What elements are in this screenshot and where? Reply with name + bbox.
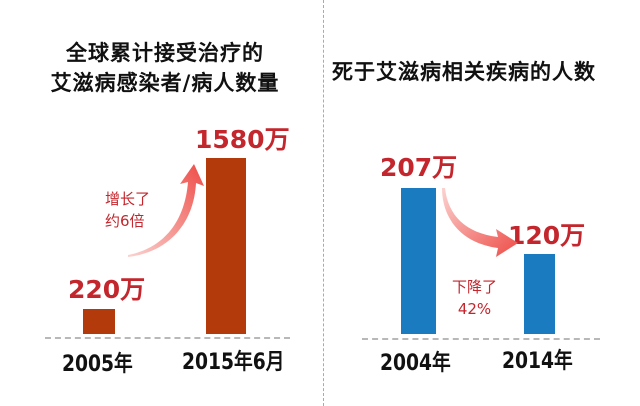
bar-2015-june <box>206 158 246 334</box>
value-label-2014: 120万 <box>508 221 586 250</box>
increase-annotation: 增长了 约6倍 <box>105 188 150 232</box>
x-label-2014: 2014年 <box>502 349 573 374</box>
right-baseline <box>362 338 600 340</box>
decrease-annotation-line-2: 42% <box>457 300 492 318</box>
bar-2014 <box>524 254 555 334</box>
left-title-line-1: 全球累计接受治疗的 <box>66 41 264 65</box>
left-chart-title: 全球累计接受治疗的 艾滋病感染者/病人数量 <box>20 38 310 98</box>
left-baseline <box>45 337 290 339</box>
value-label-2004: 207万 <box>380 153 458 182</box>
decrease-annotation: 下降了 42% <box>452 276 497 320</box>
increase-annotation-line-2: 约6倍 <box>105 212 145 230</box>
decrease-annotation-line-1: 下降了 <box>452 278 498 296</box>
x-label-2015-june: 2015年6月 <box>182 350 285 375</box>
left-title-line-2: 艾滋病感染者/病人数量 <box>50 71 280 95</box>
right-chart-title: 死于艾滋病相关疾病的人数 <box>332 60 596 84</box>
decrease-arrow-icon <box>442 188 518 257</box>
x-label-2005: 2005年 <box>62 352 133 377</box>
bar-2005 <box>83 309 115 334</box>
increase-arrow-icon <box>128 164 204 257</box>
value-label-2005: 220万 <box>68 275 146 304</box>
increase-annotation-line-1: 增长了 <box>105 190 151 208</box>
bar-2004 <box>401 188 436 334</box>
chart-divider <box>323 0 324 406</box>
x-label-2004: 2004年 <box>380 351 451 376</box>
value-label-2015: 1580万 <box>195 125 290 154</box>
